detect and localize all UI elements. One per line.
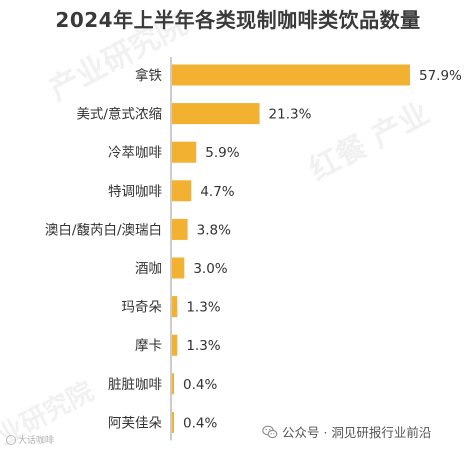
category-label: 拿铁 (135, 67, 162, 84)
category-label: 玛奇朵 (122, 299, 163, 316)
value-label: 1.3% (186, 300, 220, 316)
category-label: 酒咖 (135, 261, 162, 277)
bar (172, 257, 185, 279)
category-label: 冷萃咖啡 (108, 145, 162, 161)
value-label: 4.7% (200, 184, 234, 200)
category-label: 澳白/馥芮白/澳瑞白 (45, 221, 162, 238)
category-label: 特调咖啡 (108, 184, 162, 200)
bar (172, 334, 178, 356)
corner-credit: 大话咖啡 (6, 433, 54, 446)
bar (172, 373, 174, 395)
value-label: 5.9% (205, 145, 239, 161)
value-label: 1.3% (186, 338, 220, 354)
category-label: 美式/意式浓缩 (76, 106, 162, 123)
corner-credit-text: 大话咖啡 (18, 436, 55, 446)
category-label: 阿芙佳朵 (108, 414, 162, 431)
wechat-icon (262, 425, 278, 438)
bar (172, 180, 192, 202)
category-label: 摩卡 (135, 337, 162, 354)
bar (172, 411, 174, 433)
logo-icon (6, 434, 16, 445)
value-label: 0.4% (183, 415, 217, 431)
bar (172, 141, 197, 163)
category-label: 脏脏咖啡 (108, 377, 162, 393)
bar (172, 64, 410, 86)
chart-title: 2024年上半年各类现制咖啡类饮品数量 (55, 8, 421, 32)
value-label: 3.0% (193, 261, 227, 277)
value-label: 21.3% (269, 107, 312, 123)
value-label: 57.9% (419, 68, 462, 84)
footer-source: 公众号 · 洞见研报行业前沿 (262, 422, 431, 441)
bar (172, 296, 178, 318)
bar (172, 103, 260, 125)
value-label: 3.8% (197, 222, 231, 238)
bar (172, 218, 188, 240)
value-label: 0.4% (183, 377, 217, 393)
footer-text: 公众号 · 洞见研报行业前沿 (282, 425, 432, 440)
